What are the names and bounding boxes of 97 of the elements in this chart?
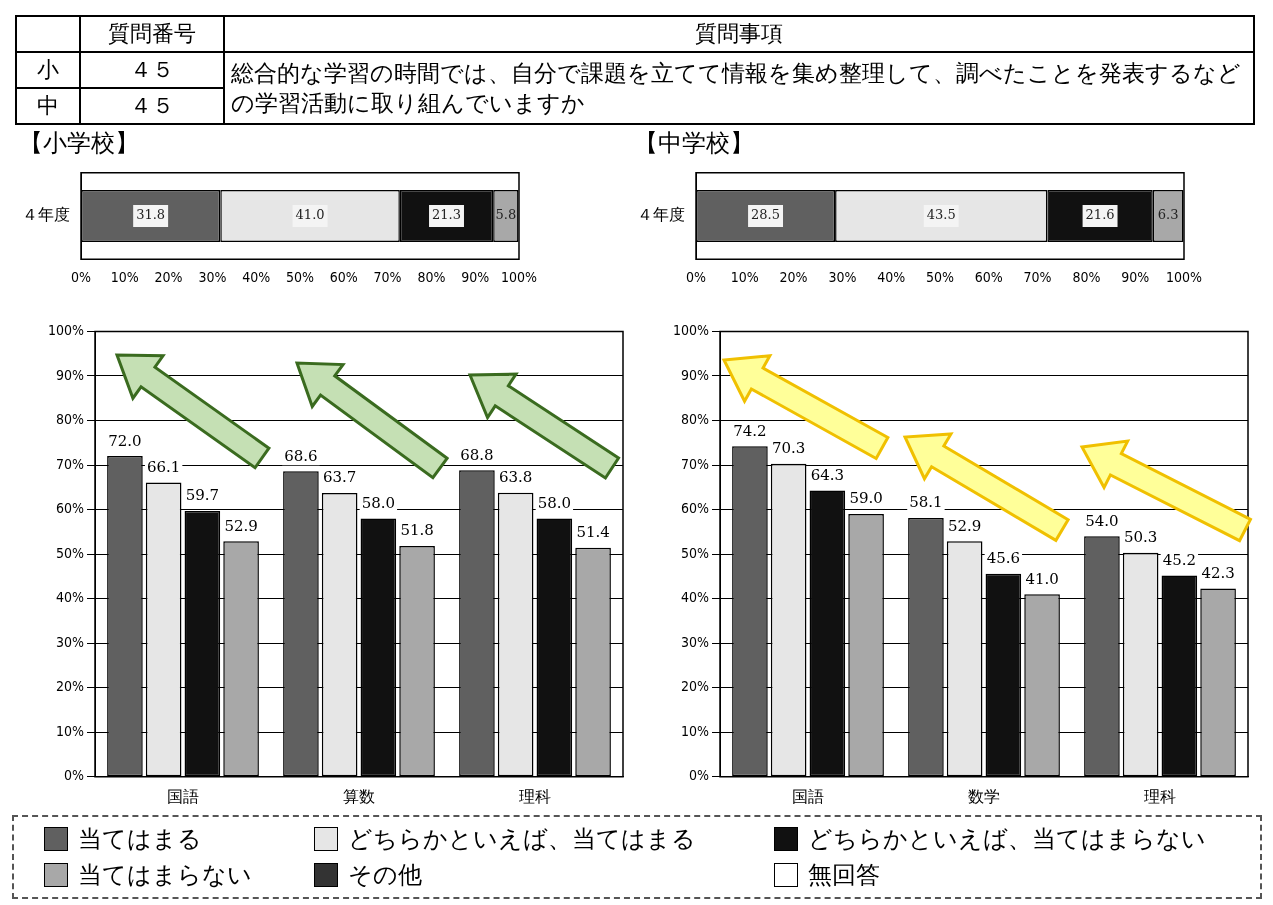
legend-label: どちらかといえば、当てはまる xyxy=(348,824,696,855)
text: 総合的な学習の時間では、自分で課題を立てて情報を集め整理して、調べたことを発表するなどの学習活動に取り組んでいますか xyxy=(224,52,1254,124)
data-label: 58.1 xyxy=(909,493,943,512)
y-tick-label: 50% xyxy=(681,544,710,561)
text: 小 xyxy=(16,52,80,88)
x-tick-label: 100% xyxy=(500,269,538,286)
x-tick-label: 80% xyxy=(1072,269,1101,286)
y-tick-label: 30% xyxy=(56,633,85,650)
text: ４５ xyxy=(80,52,224,88)
x-tick-label: 70% xyxy=(373,269,402,286)
x-tick-label: 理科 xyxy=(1144,787,1176,805)
x-tick-label: 20% xyxy=(154,269,183,286)
data-label: 64.3 xyxy=(810,465,845,484)
data-label: 28.5 xyxy=(751,207,781,223)
y-tick-label: 50% xyxy=(56,544,85,561)
data-label: 21.3 xyxy=(432,207,461,223)
data-label: 41.0 xyxy=(1025,569,1059,588)
x-tick-label: 国語 xyxy=(792,787,824,805)
y-tick-label: 0% xyxy=(689,767,710,784)
data-label: 63.7 xyxy=(322,468,357,487)
data-label: 50.3 xyxy=(1123,528,1158,547)
x-tick-label: 100% xyxy=(1165,269,1203,286)
x-tick-label: 10% xyxy=(730,269,759,286)
data-label: 6.3 xyxy=(1157,207,1179,223)
data-label: 72.0 xyxy=(108,431,142,450)
x-tick-label: 理科 xyxy=(519,787,551,805)
data-label: 66.1 xyxy=(146,457,181,476)
x-tick-label: 60% xyxy=(329,269,358,286)
y-tick-label: 60% xyxy=(56,500,85,517)
x-tick-label: 20% xyxy=(779,269,808,286)
legend-label: その他 xyxy=(348,860,422,891)
x-tick-label: 数学 xyxy=(968,787,1000,805)
y-tick-label: 30% xyxy=(681,633,710,650)
data-label: 51.8 xyxy=(400,521,434,540)
y-tick-label: ４年度 xyxy=(637,206,685,224)
chart-title: 【小学校】 xyxy=(19,129,139,157)
data-label: 74.2 xyxy=(733,421,767,440)
data-label: 63.8 xyxy=(498,468,533,487)
y-tick-label: 70% xyxy=(56,455,85,472)
data-label: 70.3 xyxy=(771,439,806,458)
y-tick-label: 10% xyxy=(56,722,85,739)
y-tick-label: 90% xyxy=(681,366,710,383)
data-label: 68.6 xyxy=(284,446,318,465)
y-tick-label: 0% xyxy=(64,767,85,784)
x-tick-label: 60% xyxy=(974,269,1003,286)
data-label: 58.0 xyxy=(361,493,396,512)
y-tick-label: 10% xyxy=(681,722,710,739)
data-label: 68.8 xyxy=(460,445,494,464)
data-label: 59.0 xyxy=(849,489,883,508)
y-tick-label: 90% xyxy=(56,366,85,383)
data-label: 43.5 xyxy=(926,207,956,223)
x-tick-label: 90% xyxy=(1121,269,1150,286)
x-tick-label: 国語 xyxy=(167,787,199,805)
x-tick-label: 50% xyxy=(286,269,315,286)
legend-label: 当てはまる xyxy=(78,824,202,855)
x-tick-label: 90% xyxy=(461,269,490,286)
x-tick-label: 算数 xyxy=(343,787,375,805)
data-label: 5.8 xyxy=(495,207,517,223)
data-label: 54.0 xyxy=(1085,511,1119,530)
y-tick-label: 80% xyxy=(681,411,710,428)
y-tick-label: 100% xyxy=(47,322,85,339)
y-tick-label: 40% xyxy=(681,589,710,606)
text: ４５ xyxy=(80,88,224,124)
y-tick-label: 60% xyxy=(681,500,710,517)
y-tick-label: 70% xyxy=(681,455,710,472)
x-tick-label: 30% xyxy=(198,269,227,286)
text: 中 xyxy=(16,88,80,124)
text: 質問番号 xyxy=(80,16,224,52)
data-label: 51.4 xyxy=(576,523,610,542)
x-tick-label: 40% xyxy=(242,269,271,286)
y-tick-label: ４年度 xyxy=(22,206,70,224)
data-label: 58.0 xyxy=(537,493,572,512)
data-label: 52.9 xyxy=(947,516,982,535)
data-label: 21.6 xyxy=(1085,207,1115,223)
chart-title: 【中学校】 xyxy=(634,129,754,157)
data-label: 52.9 xyxy=(224,516,258,535)
y-tick-label: 40% xyxy=(56,589,85,606)
data-label: 42.3 xyxy=(1201,563,1235,582)
legend-label: 無回答 xyxy=(808,860,880,891)
x-tick-label: 80% xyxy=(417,269,446,286)
x-tick-label: 70% xyxy=(1023,269,1052,286)
y-tick-label: 100% xyxy=(672,322,710,339)
y-tick-label: 20% xyxy=(681,678,710,695)
legend-label: どちらかといえば、当てはまらない xyxy=(808,824,1206,855)
data-label: 45.2 xyxy=(1162,550,1197,569)
y-tick-label: 80% xyxy=(56,411,85,428)
x-tick-label: 40% xyxy=(877,269,906,286)
x-tick-label: 30% xyxy=(828,269,857,286)
data-label: 59.7 xyxy=(185,486,220,505)
x-tick-label: 50% xyxy=(926,269,955,286)
data-label: 45.6 xyxy=(986,549,1021,568)
text: 質問事項 xyxy=(224,16,1254,52)
data-label: 31.8 xyxy=(136,207,166,223)
x-tick-label: 10% xyxy=(110,269,139,286)
data-label: 41.0 xyxy=(295,207,325,223)
legend-label: 当てはまらない xyxy=(78,860,252,891)
y-tick-label: 20% xyxy=(56,678,85,695)
